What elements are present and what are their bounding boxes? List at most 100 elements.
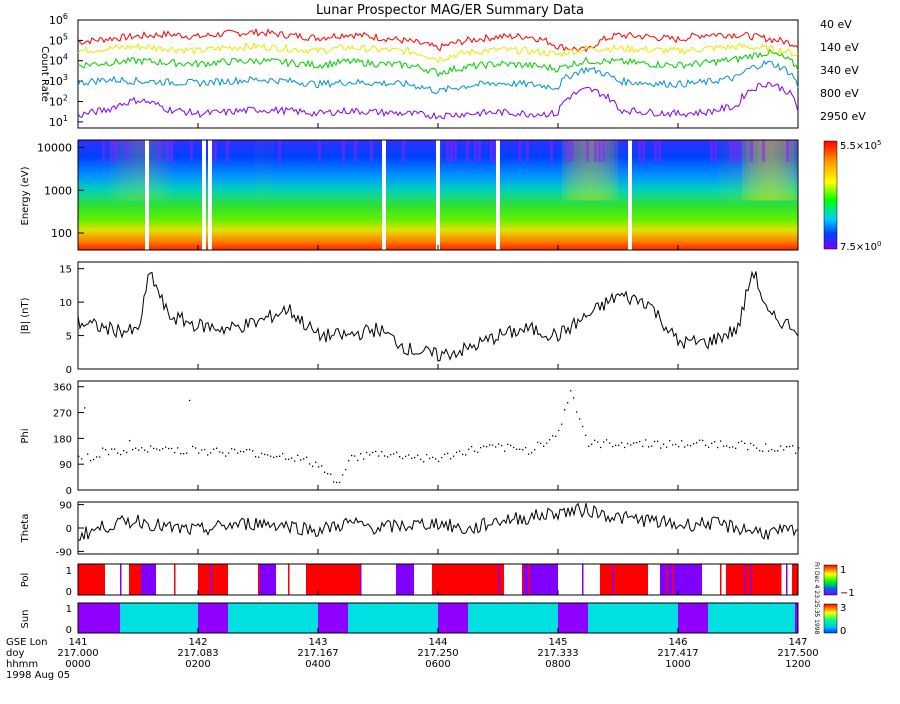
spectrogram-burst xyxy=(118,140,122,201)
phi-point xyxy=(393,453,395,455)
phi-point xyxy=(156,448,158,450)
spectrogram-burst xyxy=(122,140,126,201)
phi-point xyxy=(645,439,647,441)
phi-point xyxy=(93,459,95,461)
spectrogram-high-energy xyxy=(478,140,481,162)
phi-point xyxy=(480,447,482,449)
polarity-stripe xyxy=(528,564,530,595)
phi-point xyxy=(498,443,500,445)
sun-interval xyxy=(198,603,228,633)
phi-point xyxy=(459,450,461,452)
legend-40ev: 40 eV xyxy=(820,18,852,31)
phi-point xyxy=(210,452,212,454)
phi-point xyxy=(141,447,143,449)
phi-point xyxy=(402,457,404,460)
time-tick-doy: 217.083 xyxy=(177,648,218,659)
phi-point xyxy=(273,456,275,458)
spectrogram-burst xyxy=(114,140,118,201)
phi-point xyxy=(699,439,701,441)
count-rate-series xyxy=(77,27,799,120)
phi-point xyxy=(324,471,326,473)
phi-panel: Phi 0 90 180 270 360 xyxy=(20,380,800,497)
time-axis: GSE Lon doy hhmm 1998 Aug 05 141217.0000… xyxy=(6,123,819,681)
polarity-stripe xyxy=(744,564,746,595)
phi-point xyxy=(681,440,683,442)
spectrogram-high-energy xyxy=(402,140,405,162)
phi-yticks: 0 90 180 270 360 xyxy=(53,383,84,497)
phi-point xyxy=(399,456,401,458)
phi-point xyxy=(627,442,629,445)
spectrogram-high-energy xyxy=(354,140,357,162)
phi-point xyxy=(465,454,467,456)
series-line-2950ev xyxy=(77,81,799,120)
time-row-label-gse-lon: GSE Lon xyxy=(6,637,47,648)
phi-point xyxy=(264,453,266,456)
time-tick-gse-lon: 142 xyxy=(188,637,207,648)
phi-point xyxy=(564,409,566,411)
phi-point xyxy=(747,448,749,451)
phi-point xyxy=(114,448,116,450)
spectrogram-burst xyxy=(718,140,722,201)
phi-point xyxy=(174,451,176,454)
phi-point xyxy=(420,458,422,460)
phi-point xyxy=(321,465,323,467)
phi-point xyxy=(267,454,269,456)
phi-point xyxy=(369,454,371,456)
polarity-stripe xyxy=(780,564,782,595)
legend-340ev: 340 eV xyxy=(820,64,859,77)
spectrogram-high-energy xyxy=(642,140,645,162)
count-rate-tick-label: 105 xyxy=(49,32,68,47)
phi-point xyxy=(375,450,377,453)
phi-point xyxy=(696,442,698,444)
phi-point xyxy=(525,447,527,449)
phi-point xyxy=(309,463,311,465)
time-row-label-hhmm: hhmm xyxy=(6,659,38,670)
phi-point xyxy=(408,454,410,456)
polarity-stripe xyxy=(750,564,752,595)
spectrogram-burst xyxy=(106,140,110,201)
phi-point xyxy=(558,429,560,432)
phi-point xyxy=(612,445,614,448)
phi-point xyxy=(456,451,458,453)
spectrogram-burst xyxy=(162,140,166,201)
polarity-stripe xyxy=(666,564,668,595)
phi-point xyxy=(783,449,785,451)
sun-interval xyxy=(795,603,798,633)
phi-point xyxy=(534,449,536,451)
spectrogram-data-gap xyxy=(436,140,440,250)
spectrogram-burst xyxy=(574,140,578,201)
polarity-stripe xyxy=(552,564,554,595)
count-rate-tick-label: 101 xyxy=(49,114,68,129)
phi-point xyxy=(603,441,605,443)
polarity-stripe xyxy=(120,564,122,595)
time-tick-doy: 217.000 xyxy=(57,648,98,659)
spectrogram-burst xyxy=(742,140,746,201)
series-line-340ev xyxy=(77,48,799,78)
phi-point xyxy=(426,454,428,456)
phi-point xyxy=(687,444,689,446)
phi-point xyxy=(522,449,524,451)
phi-point xyxy=(780,445,782,447)
phi-point xyxy=(720,440,722,442)
phi-point xyxy=(405,455,407,457)
b-magnitude-line xyxy=(77,270,799,362)
polarity-stripe xyxy=(144,564,146,595)
phi-point xyxy=(183,453,185,455)
phi-point xyxy=(660,447,662,449)
polarity-stripe xyxy=(522,564,524,595)
polarity-stripe xyxy=(210,564,212,595)
phi-point xyxy=(579,418,581,420)
spectrogram-high-energy xyxy=(126,140,129,162)
theta-panel: Theta -90 0 90 xyxy=(20,501,799,558)
spectrogram-colorbar xyxy=(823,140,838,250)
phi-point xyxy=(294,460,296,462)
phi-point xyxy=(81,458,83,460)
sun-colorbar-top: 3 xyxy=(840,603,846,614)
sun-colorbar-bottom: 0 xyxy=(840,626,846,637)
phi-point xyxy=(99,456,101,458)
b-magnitude-ylabel: |B| (nT) xyxy=(20,297,31,334)
count-rate-tick-label: 103 xyxy=(49,73,68,88)
phi-point xyxy=(483,445,485,447)
